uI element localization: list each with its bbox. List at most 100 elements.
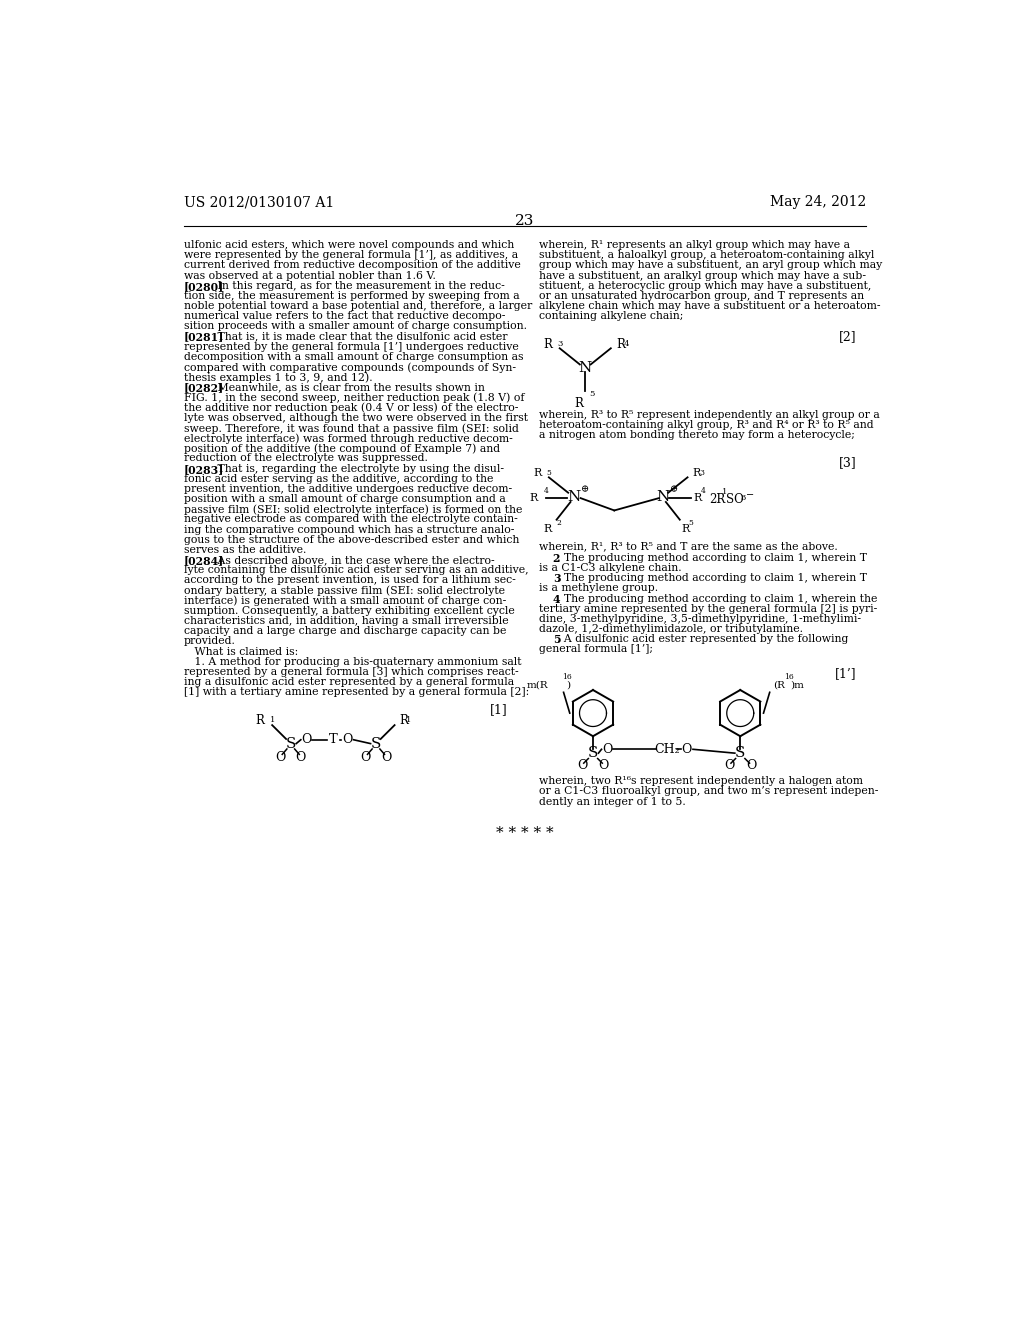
Text: 23: 23 — [515, 214, 535, 228]
Text: dently an integer of 1 to 5.: dently an integer of 1 to 5. — [539, 796, 685, 807]
Text: or a C1-C3 fluoroalkyl group, and two m’s represent indepen-: or a C1-C3 fluoroalkyl group, and two m’… — [539, 787, 879, 796]
Text: S: S — [588, 746, 598, 760]
Text: O: O — [296, 751, 306, 764]
Text: wherein, R¹, R³ to R⁵ and T are the same as the above.: wherein, R¹, R³ to R⁵ and T are the same… — [539, 541, 838, 552]
Text: wherein, R³ to R⁵ represent independently an alkyl group or a: wherein, R³ to R⁵ represent independentl… — [539, 411, 880, 420]
Text: stituent, a heterocyclic group which may have a substituent,: stituent, a heterocyclic group which may… — [539, 281, 871, 290]
Text: lyte containing the disulfonic acid ester serving as an additive,: lyte containing the disulfonic acid este… — [183, 565, 528, 576]
Text: N: N — [656, 490, 670, 504]
Text: * * * * *: * * * * * — [496, 826, 554, 840]
Text: sumption. Consequently, a battery exhibiting excellent cycle: sumption. Consequently, a battery exhibi… — [183, 606, 514, 616]
Text: [2]: [2] — [839, 330, 856, 343]
Text: O: O — [745, 759, 757, 772]
Text: O: O — [301, 733, 311, 746]
Text: R: R — [616, 338, 625, 351]
Text: dazole, 1,2-dimethylimidazole, or tributylamine.: dazole, 1,2-dimethylimidazole, or tribut… — [539, 624, 803, 634]
Text: 5: 5 — [589, 391, 595, 399]
Text: . A disulfonic acid ester represented by the following: . A disulfonic acid ester represented by… — [557, 635, 848, 644]
Text: . The producing method according to claim 1, wherein T: . The producing method according to clai… — [557, 573, 866, 583]
Text: decomposition with a small amount of charge consumption as: decomposition with a small amount of cha… — [183, 352, 523, 362]
Text: O: O — [577, 759, 588, 772]
Text: according to the present invention, is used for a lithium sec-: according to the present invention, is u… — [183, 576, 515, 586]
Text: passive film (SEI: solid electrolyte interface) is formed on the: passive film (SEI: solid electrolyte int… — [183, 504, 522, 515]
Text: general formula [1’];: general formula [1’]; — [539, 644, 652, 655]
Text: R: R — [529, 494, 538, 503]
Text: or an unsaturated hydrocarbon group, and T represents an: or an unsaturated hydrocarbon group, and… — [539, 290, 864, 301]
Text: ⊕: ⊕ — [670, 486, 678, 494]
Text: 5: 5 — [553, 635, 560, 645]
Text: a nitrogen atom bonding thereto may form a heterocycle;: a nitrogen atom bonding thereto may form… — [539, 430, 855, 440]
Text: (R: (R — [773, 680, 784, 689]
Text: dine, 3-methylpyridine, 3,5-dimethylpyridine, 1-methylimi-: dine, 3-methylpyridine, 3,5-dimethylpyri… — [539, 614, 861, 624]
Text: electrolyte interface) was formed through reductive decom-: electrolyte interface) was formed throug… — [183, 433, 513, 444]
Text: [0283]: [0283] — [183, 463, 224, 475]
Text: 5: 5 — [547, 469, 551, 477]
Text: T: T — [329, 733, 338, 746]
Text: alkylene chain which may have a substituent or a heteroatom-: alkylene chain which may have a substitu… — [539, 301, 881, 312]
Text: S: S — [286, 737, 296, 751]
Text: compared with comparative compounds (compounds of Syn-: compared with comparative compounds (com… — [183, 362, 516, 372]
Text: FIG. 1, in the second sweep, neither reduction peak (1.8 V) of: FIG. 1, in the second sweep, neither red… — [183, 392, 524, 403]
Text: S: S — [371, 737, 381, 751]
Text: R: R — [399, 714, 409, 727]
Text: CH₂: CH₂ — [653, 743, 680, 756]
Text: lyte was observed, although the two were observed in the first: lyte was observed, although the two were… — [183, 413, 527, 422]
Text: present invention, the additive undergoes reductive decom-: present invention, the additive undergoe… — [183, 484, 512, 494]
Text: the additive nor reduction peak (0.4 V or less) of the electro-: the additive nor reduction peak (0.4 V o… — [183, 403, 518, 413]
Text: tion side, the measurement is performed by sweeping from a: tion side, the measurement is performed … — [183, 290, 519, 301]
Text: interface) is generated with a small amount of charge con-: interface) is generated with a small amo… — [183, 595, 506, 606]
Text: [3]: [3] — [839, 457, 856, 470]
Text: containing alkylene chain;: containing alkylene chain; — [539, 312, 683, 321]
Text: . The producing method according to claim 1, wherein T: . The producing method according to clai… — [557, 553, 866, 562]
Text: ondary battery, a stable passive film (SEI: solid electrolyte: ondary battery, a stable passive film (S… — [183, 586, 505, 597]
Text: 16: 16 — [783, 673, 794, 681]
Text: were represented by the general formula [1’], as additives, a: were represented by the general formula … — [183, 251, 518, 260]
Text: O: O — [724, 759, 734, 772]
Text: 1. A method for producing a bis-quaternary ammonium salt: 1. A method for producing a bis-quaterna… — [183, 657, 521, 667]
Text: ing the comparative compound which has a structure analo-: ing the comparative compound which has a… — [183, 524, 514, 535]
Text: That is, it is made clear that the disulfonic acid ester: That is, it is made clear that the disul… — [207, 331, 507, 342]
Text: tertiary amine represented by the general formula [2] is pyri-: tertiary amine represented by the genera… — [539, 603, 877, 614]
Text: Meanwhile, as is clear from the results shown in: Meanwhile, as is clear from the results … — [207, 383, 484, 392]
Text: R: R — [256, 714, 264, 727]
Text: wherein, R¹ represents an alkyl group which may have a: wherein, R¹ represents an alkyl group wh… — [539, 240, 850, 249]
Text: R: R — [681, 524, 689, 535]
Text: represented by the general formula [1’] undergoes reductive: represented by the general formula [1’] … — [183, 342, 518, 351]
Text: [0282]: [0282] — [183, 383, 224, 393]
Text: ing a disulfonic acid ester represented by a general formula: ing a disulfonic acid ester represented … — [183, 677, 514, 688]
Text: O: O — [599, 759, 609, 772]
Text: is a C1-C3 alkylene chain.: is a C1-C3 alkylene chain. — [539, 564, 681, 573]
Text: provided.: provided. — [183, 636, 236, 647]
Text: current derived from reductive decomposition of the additive: current derived from reductive decomposi… — [183, 260, 520, 271]
Text: 3: 3 — [553, 573, 560, 585]
Text: ): ) — [566, 680, 570, 689]
Text: [0280]: [0280] — [183, 281, 224, 292]
Text: position with a small amount of charge consumption and a: position with a small amount of charge c… — [183, 494, 506, 504]
Text: 3: 3 — [557, 341, 563, 348]
Text: O: O — [360, 751, 371, 764]
Text: 2: 2 — [553, 553, 560, 564]
Text: 2: 2 — [557, 519, 561, 527]
Text: 4: 4 — [544, 487, 548, 495]
Text: 3: 3 — [740, 494, 745, 502]
Text: capacity and a large charge and discharge capacity can be: capacity and a large charge and discharg… — [183, 626, 506, 636]
Text: serves as the additive.: serves as the additive. — [183, 545, 306, 554]
Text: As described above, in the case where the electro-: As described above, in the case where th… — [207, 556, 495, 565]
Text: 1: 1 — [407, 715, 412, 723]
Text: N: N — [567, 490, 581, 504]
Text: [0281]: [0281] — [183, 331, 224, 342]
Text: 1: 1 — [270, 715, 275, 723]
Text: −: − — [745, 491, 754, 500]
Text: 1: 1 — [722, 488, 728, 496]
Text: was observed at a potential nobler than 1.6 V.: was observed at a potential nobler than … — [183, 271, 435, 281]
Text: 4: 4 — [553, 594, 560, 605]
Text: sweep. Therefore, it was found that a passive film (SEI: solid: sweep. Therefore, it was found that a pa… — [183, 422, 519, 433]
Text: O: O — [602, 743, 612, 756]
Text: represented by a general formula [3] which comprises react-: represented by a general formula [3] whi… — [183, 667, 518, 677]
Text: 2R: 2R — [710, 494, 725, 506]
Text: [0284]: [0284] — [183, 556, 224, 566]
Text: O: O — [682, 743, 692, 756]
Text: fonic acid ester serving as the additive, according to the: fonic acid ester serving as the additive… — [183, 474, 494, 484]
Text: thesis examples 1 to 3, 9, and 12).: thesis examples 1 to 3, 9, and 12). — [183, 372, 373, 383]
Text: 4: 4 — [624, 341, 629, 348]
